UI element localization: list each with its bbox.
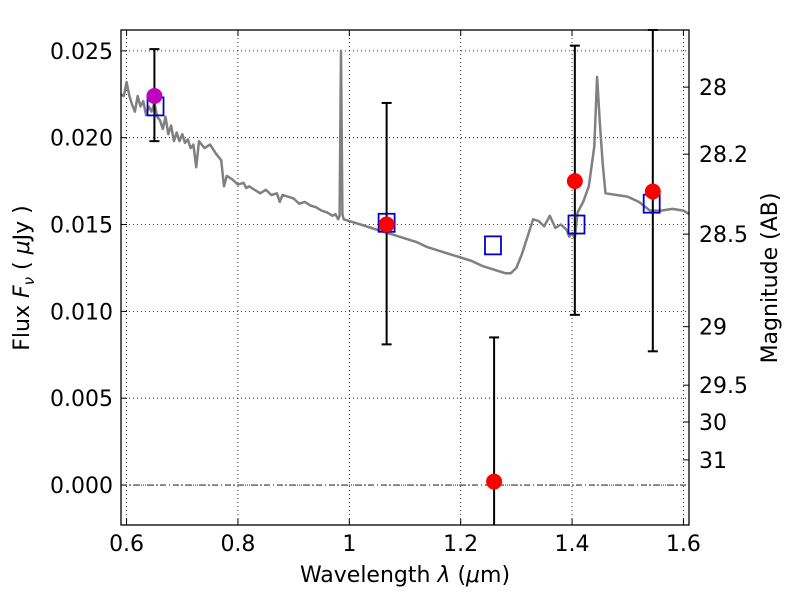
observed-flux-point	[486, 473, 503, 490]
x-tick-label: 1.2	[443, 532, 478, 557]
y-tick-labels: 0.000 0.005 0.010 0.015 0.020 0.025	[50, 40, 113, 499]
y-tick-label: 0.015	[50, 214, 113, 239]
plot-frame	[120, 29, 690, 526]
y2-tick-label: 29.5	[699, 374, 748, 399]
error-bars	[149, 29, 658, 525]
model-photometry-points	[146, 96, 661, 256]
plot-background	[121, 30, 689, 525]
model-photometry-square	[567, 214, 586, 235]
y-axis-label-subscript: ν	[20, 277, 38, 285]
y-tick-label: 0.010	[50, 300, 113, 325]
y-tick-label: 0.020	[50, 127, 113, 152]
observed-points	[146, 88, 661, 490]
y2-tick-label: 28.5	[699, 223, 748, 248]
y-axis-label-symbol: F	[10, 285, 35, 298]
model-spectrum-line	[120, 49, 690, 275]
y-axis-label-unit-open: (	[10, 254, 35, 277]
x-axis-label-unit-close: m)	[480, 563, 510, 588]
x-tick-label: 1.4	[555, 532, 590, 557]
y-tick-label: 0.005	[50, 387, 113, 412]
y-axis-label-prefix: Flux	[10, 298, 35, 351]
model-photometry-square	[484, 235, 502, 256]
observed-flux-point	[146, 88, 163, 104]
y2-tick-label: 29	[699, 316, 727, 341]
model-spectrum	[120, 49, 690, 275]
x-axis-label-symbol: λ	[436, 563, 450, 588]
y-axis-label: Flux Fν ( μJy )	[10, 205, 38, 350]
y-tick-label: 0.025	[50, 40, 113, 65]
x-tick-label: 0.6	[109, 532, 144, 557]
y2-tick-label: 31	[699, 449, 727, 474]
x-axis-label-unit-mu: μ	[465, 563, 480, 588]
x-tick-label: 1.6	[666, 532, 701, 557]
y2-tick-label: 28	[699, 76, 727, 101]
observed-flux-point	[566, 173, 583, 190]
y2-tick-label: 28.2	[699, 143, 748, 168]
x-axis-label: Wavelength λ (μm)	[300, 563, 510, 588]
observed-flux-point	[378, 216, 395, 233]
x-tick-labels: 0.6 0.8 1 1.2 1.4 1.6	[109, 532, 701, 557]
x-axis-label-prefix: Wavelength	[300, 563, 438, 588]
y2-axis-label: Magnitude (AB)	[758, 193, 783, 364]
observed-flux-point	[644, 183, 661, 200]
y-axis-label-unit-mu: μ	[10, 240, 35, 255]
x-tick-label: 0.8	[220, 532, 255, 557]
y2-tick-labels: 28 28.2 28.5 29 29.5 30 31	[699, 76, 748, 474]
y-tick-label: 0.000	[50, 474, 113, 499]
x-axis-label-unit-open: (	[450, 563, 466, 588]
y-axis-label-unit-close: Jy )	[10, 205, 35, 242]
y2-tick-label: 30	[699, 411, 727, 436]
axis-ticks	[121, 30, 689, 525]
grid	[121, 30, 689, 525]
x-tick-label: 1	[342, 532, 356, 557]
